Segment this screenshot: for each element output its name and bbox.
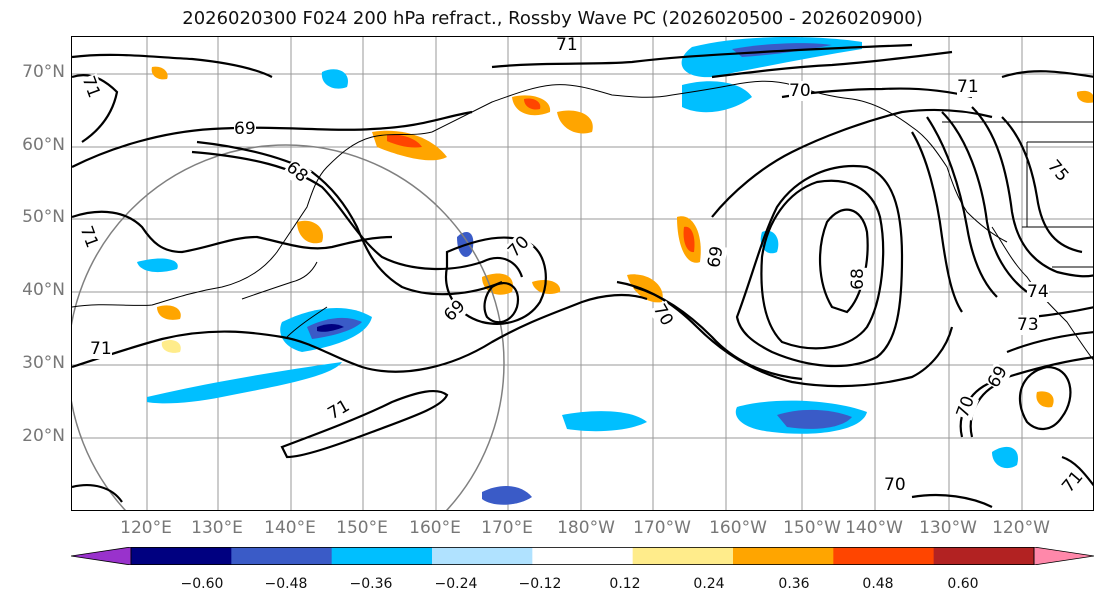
colorbar-frame bbox=[130, 547, 1035, 565]
colorbar-segment bbox=[432, 547, 533, 565]
range-circle bbox=[72, 144, 505, 510]
colorbar-extend-min bbox=[70, 546, 132, 566]
shade-red-bering bbox=[524, 98, 541, 110]
colorbar-tick: −0.48 bbox=[264, 576, 308, 592]
lon-label-120w: 120°W bbox=[992, 518, 1050, 538]
colorbar-tick: 0.12 bbox=[609, 576, 641, 592]
lon-label-140w: 140°W bbox=[845, 518, 903, 538]
lon-label-130w: 130°W bbox=[919, 518, 977, 538]
lat-label-60n: 60°N bbox=[22, 135, 65, 155]
shade-blue-sw bbox=[482, 485, 532, 505]
lat-label-30n: 30°N bbox=[22, 353, 65, 373]
colorbar-segment bbox=[833, 547, 935, 565]
colorbar-segment bbox=[231, 547, 333, 565]
shade-yellow-small bbox=[161, 340, 181, 353]
graticule bbox=[72, 37, 1093, 510]
shade-navy-japan-east bbox=[317, 324, 344, 332]
colorbar-segment bbox=[331, 547, 433, 565]
shade-blue-subtropic-band bbox=[147, 362, 342, 404]
colorbar-segment bbox=[131, 547, 232, 565]
lon-label-180w: 180°W bbox=[557, 518, 615, 538]
shade-orange-small3 bbox=[1036, 391, 1054, 408]
colorbar-extend-max bbox=[1033, 546, 1095, 566]
contour-label: 71 bbox=[90, 339, 112, 359]
lat-label-20n: 20°N bbox=[22, 426, 65, 446]
colorbar-segment bbox=[733, 547, 834, 565]
colorbar bbox=[70, 546, 1095, 566]
negative-anomaly-shading bbox=[137, 37, 1018, 505]
colorbar-tick: −0.36 bbox=[349, 576, 393, 592]
contour-label: 70 bbox=[789, 81, 811, 101]
contour-label: 74 bbox=[1027, 282, 1049, 302]
contour-label: 70 bbox=[884, 475, 906, 495]
shade-mid-hawaii-north bbox=[777, 409, 852, 429]
colorbar-tick: 0.60 bbox=[947, 576, 979, 592]
lon-label-120e: 120°E bbox=[120, 518, 172, 538]
contour-label: 68 bbox=[847, 268, 868, 290]
contour-label: 71 bbox=[556, 36, 578, 55]
positive-anomaly-shading bbox=[151, 66, 1093, 408]
lon-label-160e: 160°E bbox=[409, 518, 461, 538]
shade-orange-small1 bbox=[151, 66, 168, 80]
shade-red-okhotsk bbox=[387, 134, 422, 148]
colorbar-segment bbox=[532, 547, 634, 565]
shade-red-gulf bbox=[683, 226, 695, 253]
shade-blue-midpac bbox=[562, 411, 647, 432]
shade-blue-arctic-west bbox=[321, 69, 348, 89]
lon-label-150w: 150°W bbox=[783, 518, 841, 538]
shade-blue-siberia bbox=[137, 258, 178, 273]
lon-label-150e: 150°E bbox=[336, 518, 388, 538]
contour-label: 69 bbox=[704, 244, 728, 270]
colorbar-tick: −0.60 bbox=[180, 576, 224, 592]
shade-orange-kamchatka bbox=[557, 110, 593, 134]
colorbar-tick: −0.24 bbox=[434, 576, 478, 592]
contour-label: 69 bbox=[234, 119, 256, 139]
shade-orange-small2 bbox=[1076, 90, 1093, 103]
colorbar-segment bbox=[632, 547, 734, 565]
contour-label: 73 bbox=[1017, 315, 1039, 335]
shade-blue-alaska bbox=[682, 81, 752, 113]
map-panel: 71 70 71 69 68 71 70 69 69 70 68 71 71 7… bbox=[71, 36, 1094, 511]
lon-label-170w: 170°W bbox=[633, 518, 691, 538]
lon-label-130e: 130°E bbox=[191, 518, 243, 538]
shade-orange-small4 bbox=[157, 305, 181, 320]
shade-blue-se bbox=[992, 446, 1018, 469]
lon-label-140e: 140°E bbox=[264, 518, 316, 538]
contour-label: 71 bbox=[957, 77, 979, 97]
colorbar-segment bbox=[933, 547, 1035, 565]
colorbar-tick: 0.36 bbox=[778, 576, 810, 592]
lat-label-50n: 50°N bbox=[22, 207, 65, 227]
shade-orange-japan bbox=[297, 220, 323, 244]
colorbar-tick: 0.48 bbox=[862, 576, 894, 592]
lat-label-40n: 40°N bbox=[22, 280, 65, 300]
lat-label-70n: 70°N bbox=[22, 62, 65, 82]
colorbar-tick: 0.24 bbox=[693, 576, 725, 592]
map-title: 2026020300 F024 200 hPa refract., Rossby… bbox=[182, 8, 923, 29]
colorbar-tick: −0.12 bbox=[518, 576, 562, 592]
lon-label-160w: 160°W bbox=[709, 518, 767, 538]
lon-label-170e: 170°E bbox=[481, 518, 533, 538]
